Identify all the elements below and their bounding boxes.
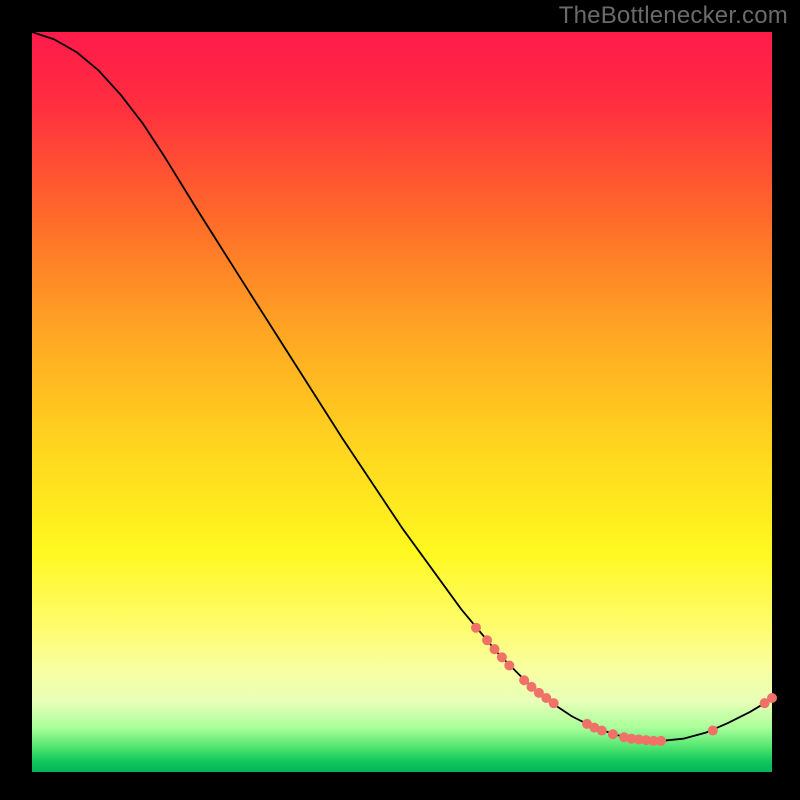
data-marker (608, 729, 618, 739)
data-marker (490, 644, 500, 654)
watermark-text: TheBottlenecker.com (559, 2, 788, 30)
data-marker (471, 623, 481, 633)
data-marker (767, 693, 777, 703)
data-marker (497, 652, 507, 662)
data-marker (549, 698, 559, 708)
data-marker (597, 726, 607, 736)
chart-svg (0, 0, 800, 800)
chart-stage: TheBottlenecker.com (0, 0, 800, 800)
data-marker (504, 660, 514, 670)
plot-background (32, 32, 772, 772)
data-marker (708, 726, 718, 736)
data-marker (519, 675, 529, 685)
data-marker (656, 736, 666, 746)
data-marker (482, 635, 492, 645)
